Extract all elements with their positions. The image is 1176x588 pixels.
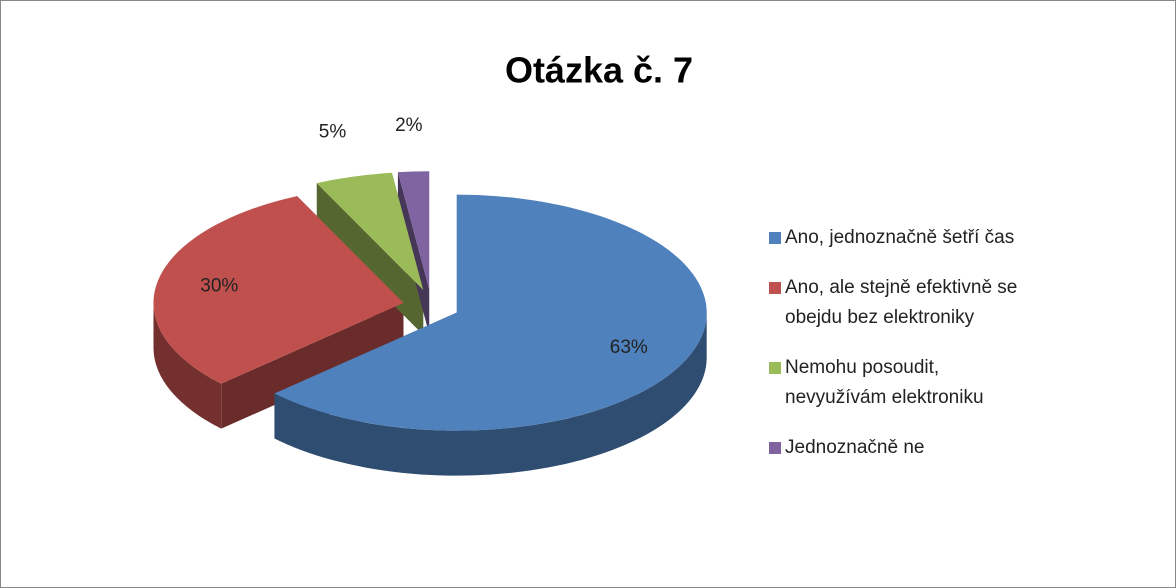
slice-side bbox=[153, 302, 222, 429]
pie-slice bbox=[274, 194, 707, 431]
data-label: 2% bbox=[395, 115, 423, 136]
chart-title: Otázka č. 7 bbox=[505, 50, 693, 91]
data-label: 5% bbox=[319, 122, 347, 143]
legend-item: Nemohu posoudit, nevyužívám elektroniku bbox=[769, 353, 1019, 413]
slice-wall bbox=[221, 302, 404, 429]
legend-item: Ano, ale stejně efektivně se obejdu bez … bbox=[769, 273, 1019, 333]
pie-slice bbox=[397, 171, 430, 290]
legend-label: Nemohu posoudit, nevyužívám elektroniku bbox=[785, 357, 984, 408]
legend-swatch bbox=[769, 282, 781, 294]
data-label: 63% bbox=[610, 337, 648, 358]
pie-slice bbox=[316, 172, 424, 290]
data-label: 30% bbox=[200, 275, 238, 296]
slice-side bbox=[274, 312, 707, 476]
legend-label: Jednoznačně ne bbox=[785, 437, 925, 458]
legend-swatch bbox=[769, 362, 781, 374]
pie-slice bbox=[153, 196, 404, 384]
legend-item: Ano, jednoznačně šetří čas bbox=[769, 223, 1019, 253]
slice-wall bbox=[397, 172, 430, 335]
legend-item: Jednoznačně ne bbox=[769, 433, 1019, 463]
legend-label: Ano, jednoznačně šetří čas bbox=[785, 227, 1015, 248]
legend-label: Ano, ale stejně efektivně se obejdu bez … bbox=[785, 277, 1018, 328]
legend-swatch bbox=[769, 442, 781, 454]
legend-swatch bbox=[769, 232, 781, 244]
legend: Ano, jednoznačně šetří čas Ano, ale stejn… bbox=[769, 223, 1019, 483]
